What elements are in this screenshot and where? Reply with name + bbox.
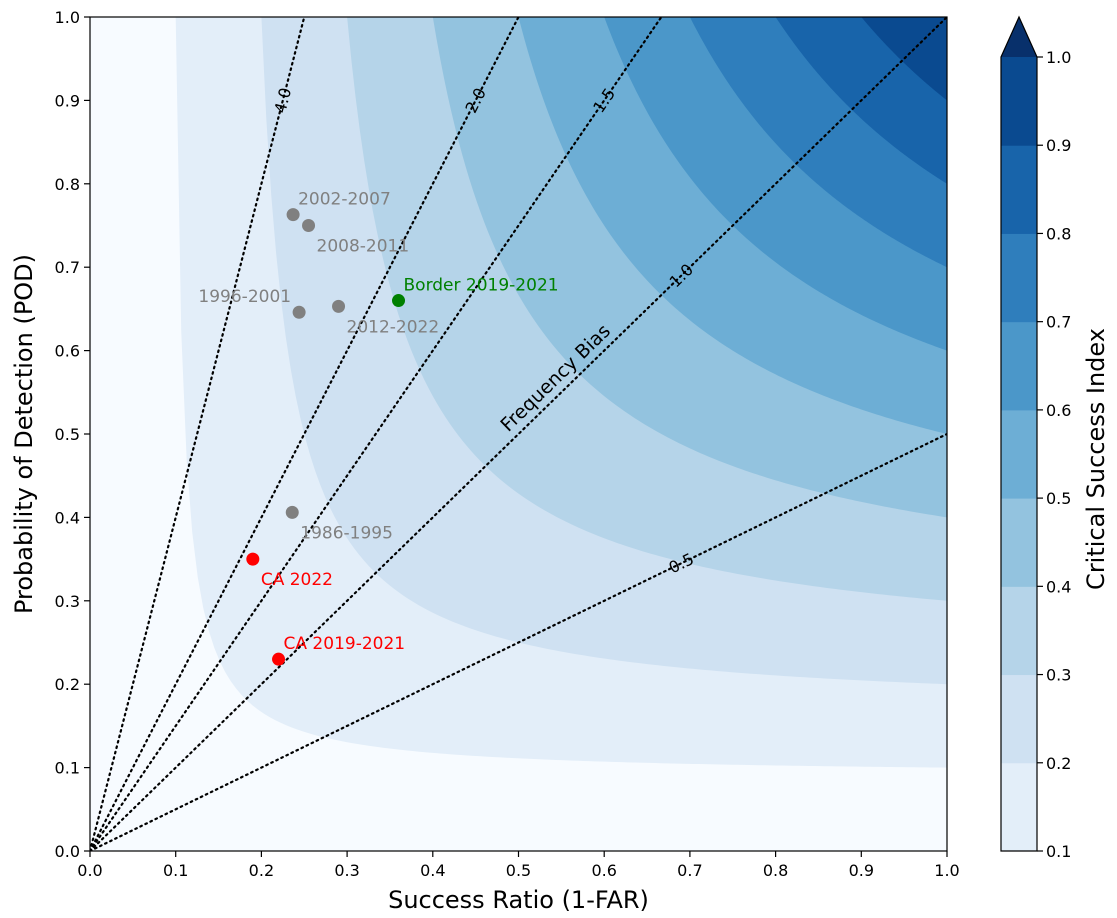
- bias-line-1.0: [90, 17, 947, 851]
- x-tick-label: 0.6: [591, 861, 616, 880]
- colorbar-tick-label: 0.8: [1046, 224, 1071, 243]
- colorbar-band-0.5: [1001, 409, 1037, 499]
- colorbar-tick-label: 0.9: [1046, 136, 1071, 155]
- y-tick-label: 0.8: [55, 175, 80, 194]
- y-tick-label: 0.0: [55, 842, 80, 861]
- frequency-bias-lines: [90, 17, 947, 851]
- bias-line-0.5: [90, 432, 947, 851]
- point-ca-2022: [246, 552, 260, 566]
- colorbar-band-0.3: [1001, 586, 1037, 676]
- point-1996-2001: [292, 305, 306, 319]
- colorbar-tick-label: 0.4: [1046, 577, 1071, 596]
- point-label: CA 2019-2021: [284, 634, 406, 654]
- bias-line-4.0: [90, 17, 306, 851]
- colorbar-tick-label: 0.6: [1046, 401, 1071, 420]
- point-label: 2002-2007: [298, 190, 391, 210]
- x-axis: 0.0 0.1 0.2 0.3 0.4 0.5 0.6 0.7 0.8 0.9 1.0: [77, 851, 960, 880]
- x-tick-label: 0.8: [763, 861, 788, 880]
- bias-line-1.5: [90, 17, 663, 851]
- y-tick-label: 0.9: [55, 91, 80, 110]
- colorbar-band-0.2: [1001, 674, 1037, 764]
- colorbar-tick-label: 1.0: [1046, 48, 1071, 67]
- colorbar-band-0.8: [1001, 145, 1037, 234]
- point-label: CA 2022: [261, 570, 333, 590]
- x-axis-title: Success Ratio (1-FAR): [388, 886, 649, 914]
- colorbar-band-0.4: [1001, 498, 1037, 587]
- colorbar-extend-arrow: [1001, 17, 1037, 57]
- bias-line-2.0: [90, 17, 520, 851]
- point-label: 1996-2001: [198, 287, 291, 307]
- scatter-points: 2002-2007 2008-2011 1996-2001 2012-2022 Bord…: [198, 190, 559, 666]
- colorbar-tick-label: 0.7: [1046, 313, 1071, 332]
- y-tick-label: 0.4: [55, 508, 80, 527]
- point-1986-1995: [285, 505, 299, 519]
- colorbar-tick-label: 0.2: [1046, 754, 1071, 773]
- colorbar-band-0.9: [1001, 57, 1037, 146]
- point-border-2019-2021: [392, 294, 406, 308]
- point-label: 2008-2011: [317, 237, 410, 257]
- colorbar-tick-label: 0.3: [1046, 666, 1071, 685]
- x-tick-label: 0.5: [506, 861, 531, 880]
- y-tick-label: 0.6: [55, 342, 80, 361]
- point-2012-2022: [332, 299, 346, 313]
- colorbar-band-0.7: [1001, 233, 1037, 323]
- x-tick-label: 0.9: [849, 861, 874, 880]
- point-label: 1986-1995: [300, 523, 393, 543]
- point-2002-2007: [286, 208, 300, 222]
- colorbar-outline: [1000, 15, 1038, 852]
- y-tick-label: 0.7: [55, 258, 80, 277]
- y-tick-label: 1.0: [55, 8, 80, 27]
- x-tick-label: 0.3: [334, 861, 359, 880]
- x-tick-label: 0.1: [163, 861, 188, 880]
- x-tick-label: 0.0: [77, 861, 102, 880]
- colorbar-tick-label: 0.5: [1046, 489, 1071, 508]
- x-tick-label: 0.7: [677, 861, 702, 880]
- point-ca-2019-2021: [272, 652, 286, 666]
- csi-contour-fill: [90, 0, 990, 851]
- y-tick-label: 0.1: [55, 759, 80, 778]
- csi-band-1: [947, 0, 990, 17]
- colorbar: 0.1 0.2 0.3 0.4 0.5 0.6 0.7 0.8 0.9 1.0: [1000, 15, 1071, 861]
- point-label: Border 2019-2021: [404, 276, 559, 296]
- x-tick-label: 1.0: [934, 861, 959, 880]
- y-axis-title: Probability of Detection (POD): [10, 254, 38, 614]
- colorbar-band-0.1: [1001, 762, 1037, 852]
- colorbar-tick-label: 0.1: [1046, 842, 1071, 861]
- colorbar-title: Critical Success Index: [1082, 328, 1110, 590]
- y-tick-label: 0.5: [55, 425, 80, 444]
- y-tick-label: 0.3: [55, 592, 80, 611]
- point-2008-2011: [302, 219, 316, 232]
- y-tick-label: 0.2: [55, 675, 80, 694]
- x-tick-label: 0.4: [420, 861, 445, 880]
- y-axis: 0.0 0.1 0.2 0.3 0.4 0.5 0.6 0.7 0.8 0.9 1.0: [55, 8, 90, 861]
- x-tick-label: 0.2: [249, 861, 274, 880]
- colorbar-band-0.6: [1001, 321, 1037, 411]
- point-label: 2012-2022: [347, 317, 440, 337]
